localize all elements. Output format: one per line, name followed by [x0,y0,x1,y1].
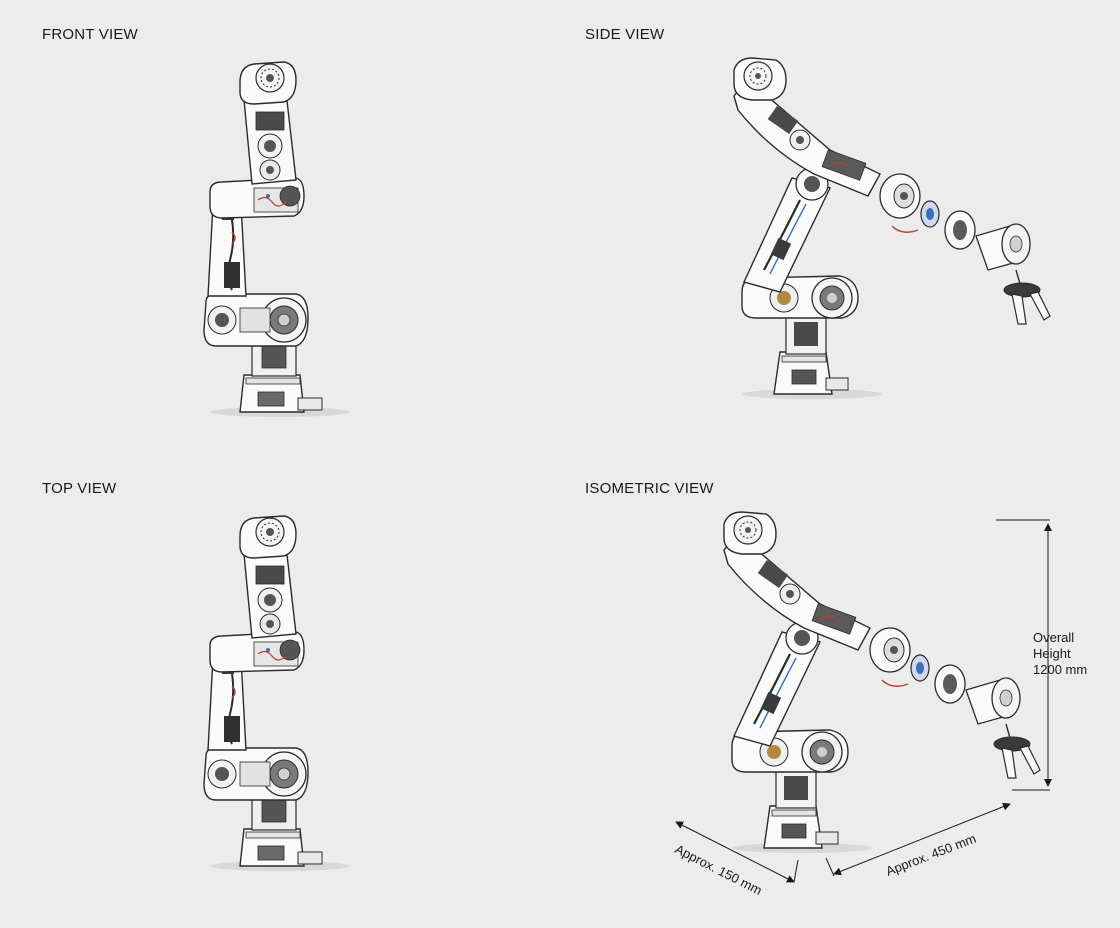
reach-extension [825,857,835,877]
height-label-line1: Overall [1033,630,1075,645]
front-view-title: FRONT VIEW [42,26,138,43]
side-view-title: SIDE VIEW [585,26,665,43]
isometric-view-robot-arm [722,510,1042,855]
height-label-line2: Height [1033,646,1071,661]
side-view-robot-arm [732,56,1052,401]
reach-dimension-line [833,802,1011,876]
top-view-robot-arm [203,515,351,872]
front-view-robot-arm [203,61,351,418]
depth-extension [793,859,799,883]
top-view-title: TOP VIEW [42,480,117,497]
overall-height-label: Overall Height 1200 mm [1033,630,1087,678]
isometric-view-title: ISOMETRIC VIEW [585,480,714,497]
reach-dimension-label: Approx. 450 mm [884,831,978,879]
height-label-line3: 1200 mm [1033,662,1088,677]
depth-dimension-line [675,821,795,883]
